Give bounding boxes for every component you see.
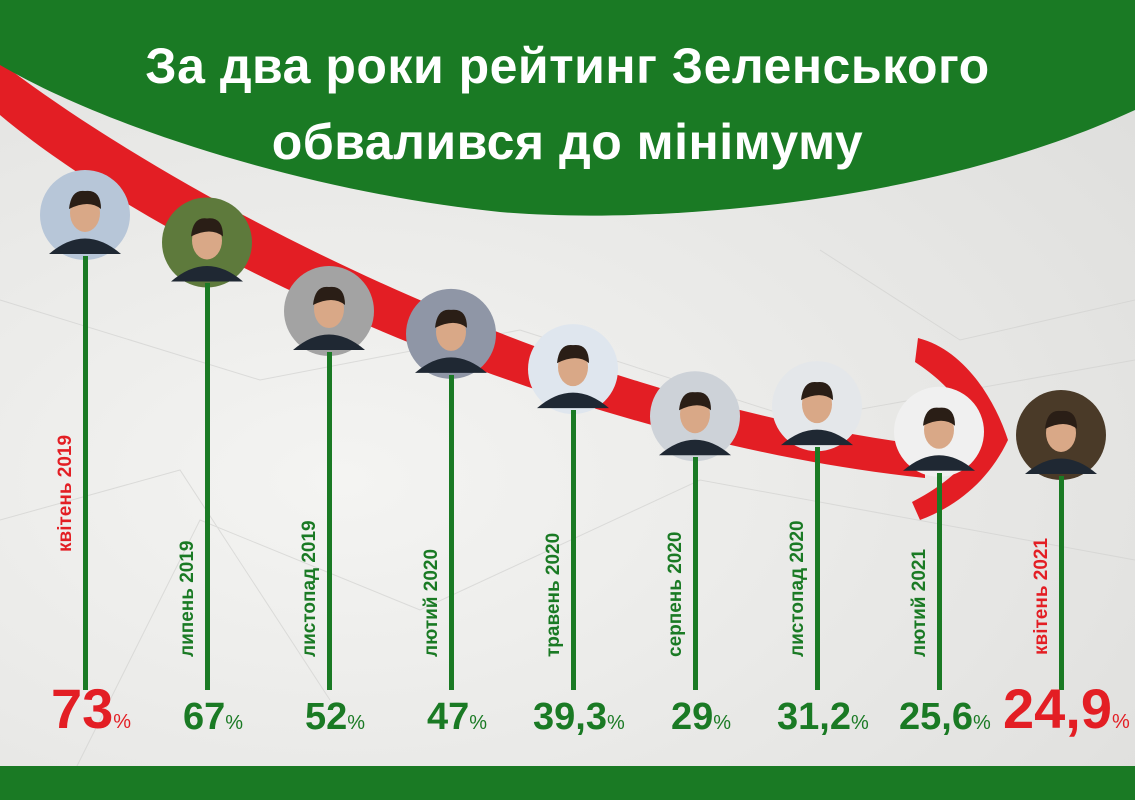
value-number: 67 — [183, 696, 226, 738]
value-unit: % — [347, 712, 366, 734]
date-label: серпень 2020 — [665, 531, 686, 658]
footer-bar — [0, 766, 1135, 800]
value-number: 39,3 — [533, 696, 607, 738]
stem-line — [814, 447, 820, 690]
value-unit: % — [972, 712, 991, 734]
portrait-marker — [284, 266, 374, 357]
value-unit: % — [113, 711, 132, 733]
date-label: листопад 2020 — [787, 520, 808, 657]
portrait-marker — [894, 386, 984, 477]
value-unit: % — [225, 712, 244, 734]
value-label: 39,3% — [533, 696, 625, 739]
value-label: 67% — [183, 696, 243, 739]
value-unit: % — [850, 712, 869, 734]
value-number: 29 — [671, 696, 714, 738]
date-label: лютий 2021 — [909, 548, 930, 657]
value-number: 52 — [305, 696, 348, 738]
stem-line — [204, 283, 210, 690]
value-label: 52% — [305, 696, 365, 739]
value-label: 31,2% — [777, 696, 869, 739]
value-label: 47% — [427, 696, 487, 739]
date-label: листопад 2019 — [299, 520, 320, 657]
value-label: 25,6% — [899, 696, 991, 739]
portrait-marker — [772, 361, 862, 452]
value-number: 47 — [427, 696, 470, 738]
value-number: 25,6 — [899, 696, 973, 738]
stem-line — [448, 374, 454, 690]
header-banner — [0, 0, 1135, 216]
stem-line — [82, 256, 88, 690]
value-unit: % — [469, 712, 488, 734]
value-number: 31,2 — [777, 696, 851, 738]
value-label: 73% — [51, 676, 131, 741]
data-markers — [40, 170, 1106, 480]
value-unit: % — [606, 712, 625, 734]
value-unit: % — [713, 712, 732, 734]
stem-line — [570, 410, 576, 690]
chart-title-line2: обвалився до мінімуму — [271, 114, 864, 170]
portrait-marker — [650, 371, 740, 462]
value-label: 24,9% — [1003, 676, 1130, 741]
stem-line — [692, 457, 698, 690]
portrait-marker — [406, 288, 496, 379]
value-label: 29% — [671, 696, 731, 739]
date-label: квітень 2021 — [1031, 537, 1052, 655]
value-number: 73 — [51, 677, 114, 740]
portrait-marker — [40, 170, 130, 260]
trend-arrow-head — [912, 338, 1008, 520]
value-number: 24,9 — [1003, 677, 1112, 740]
date-label: лютий 2020 — [421, 548, 442, 657]
stem-line — [1058, 476, 1064, 690]
stem-line — [326, 352, 332, 690]
date-label: травень 2020 — [543, 532, 564, 657]
portrait-marker — [1016, 390, 1106, 480]
value-unit: % — [1112, 711, 1130, 733]
date-label: липень 2019 — [177, 540, 198, 658]
chart-title-line1: За два роки рейтинг Зеленського — [145, 38, 990, 94]
date-label: квітень 2019 — [55, 434, 76, 552]
stem-line — [936, 472, 942, 690]
portrait-marker — [162, 197, 252, 288]
portrait-marker — [528, 324, 618, 415]
